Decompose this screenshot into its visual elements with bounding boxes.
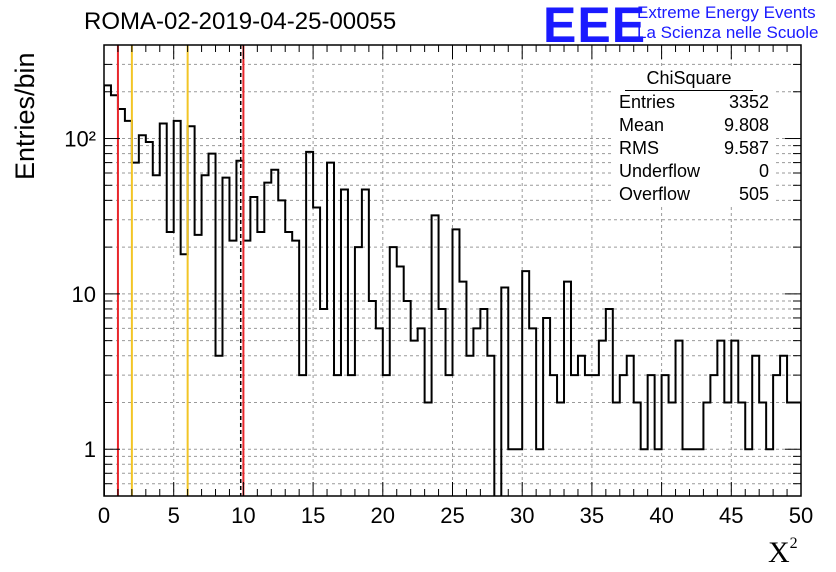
stats-label: Entries: [619, 92, 676, 112]
x-tick-label: 20: [371, 503, 395, 528]
stats-value: 3352: [728, 92, 769, 112]
y-tick-label: 10²: [64, 127, 96, 152]
x-tick-label: 10: [231, 503, 255, 528]
stats-label: RMS: [619, 138, 659, 158]
stats-row: Underflow 0: [611, 160, 773, 183]
stats-row: Entries 3352: [611, 91, 773, 114]
stats-value: 505: [738, 184, 769, 204]
stats-box: ChiSquare Entries 3352 Mean 9.808 RMS 9.587…: [611, 66, 773, 206]
stats-row: Mean 9.808: [611, 114, 773, 137]
stats-label: Mean: [619, 115, 665, 135]
x-tick-label: 5: [168, 503, 180, 528]
stats-title: ChiSquare: [625, 66, 753, 91]
y-tick-label: 10: [72, 282, 96, 307]
x-axis-label-text: X: [768, 536, 790, 569]
x-tick-label: 40: [649, 503, 673, 528]
x-axis-label: X2: [768, 535, 798, 570]
chart-title: ROMA-02-2019-04-25-00055: [84, 8, 397, 35]
x-axis-label-sup: 2: [789, 535, 798, 552]
logo-line-2: La Scienza nelle Scuole: [637, 23, 819, 42]
x-tick-label: 0: [98, 503, 110, 528]
y-axis-label: Entries/bin: [10, 52, 40, 180]
logo-text: Extreme Energy Events La Scienza nelle S…: [637, 3, 818, 43]
x-tick-label: 35: [580, 503, 604, 528]
stats-row: Overflow 505: [611, 183, 773, 206]
stats-value: 0: [758, 161, 769, 181]
stats-value: 9.587: [723, 138, 769, 158]
stats-label: Underflow: [619, 161, 701, 181]
stats-label: Overflow: [619, 184, 691, 204]
eee-logo: EEE: [543, 0, 647, 53]
x-tick-label: 30: [510, 503, 534, 528]
y-tick-label: 1: [84, 437, 96, 462]
x-tick-label: 15: [301, 503, 325, 528]
x-tick-label: 25: [440, 503, 464, 528]
stats-value: 9.808: [723, 115, 769, 135]
histogram-series: [104, 84, 801, 496]
stats-row: RMS 9.587: [611, 137, 773, 160]
x-tick-label: 50: [789, 503, 813, 528]
x-tick-label: 45: [719, 503, 743, 528]
logo-line-1: Extreme Energy Events: [637, 3, 816, 22]
